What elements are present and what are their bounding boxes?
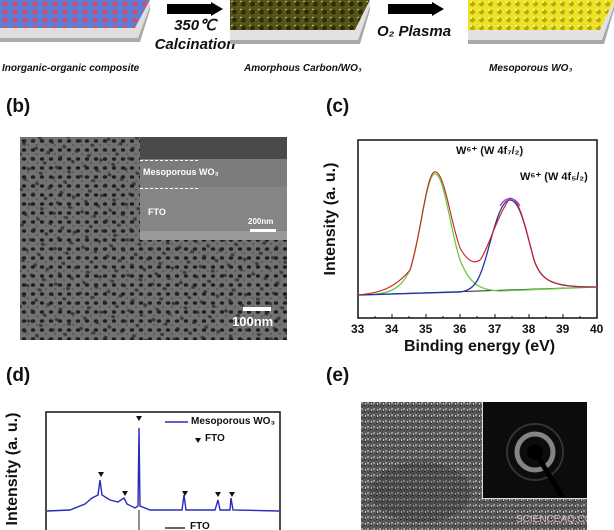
x-tick-labels: 33 34 35 36 37 38 39 40 [320,322,614,338]
o2-plasma-label: O₂ Plasma [376,23,452,40]
stage-caption-composite: Inorganic-organic composite [2,63,140,74]
legend-marker-label: FTO [205,433,225,444]
diffraction-pattern-inset [482,402,587,499]
panel-b-label: (b) [6,96,31,117]
panel-a: 350℃ Calcination O₂ Plasma [0,0,614,80]
panel-e-label: (e) [326,365,350,386]
peak-label-4f52: W⁶⁺ (W 4f₅/₂) [520,171,588,183]
xrd-chart: Mesoporous WO₃ FTO FTO Intensity (a. u.) [0,400,300,530]
process-text: Calcination [154,36,236,53]
inset-layer-label-fto: FTO [148,207,166,217]
calcination-label: 350℃ Calcination [145,16,245,54]
scale-bar [243,307,271,311]
temperature-text: 350℃ [174,17,216,34]
sem-image: Mesoporous WO₃ FTO 200nm 100nm [20,137,287,340]
mesoporous-wo3-film-image [468,0,614,44]
legend-ref-label: FTO [190,521,210,530]
cross-section-inset: Mesoporous WO₃ FTO 200nm [140,137,287,240]
x-axis-title: Binding energy (eV) [404,338,556,355]
stage-caption-mesoporous: Mesoporous WO₃ [489,63,573,74]
legend-series-label: Mesoporous WO₃ [191,416,276,427]
x-tick: 39 [556,322,570,336]
y-axis-title: Intensity (a. u.) [322,162,339,276]
scale-bar-label: 100nm [232,314,274,329]
x-tick: 36 [453,322,467,336]
stage-caption-amorphous: Amorphous Carbon/WO₃ [244,63,362,74]
y-axis-title: Intensity (a. u.) [4,412,21,526]
tem-image: SCIENCEAQ.COM [361,402,587,530]
arrow-icon [388,2,444,16]
xps-chart: W⁶⁺ (W 4f₇/₂) W⁶⁺ (W 4f₅/₂) 33 34 35 36 … [320,130,614,360]
watermark: SCIENCEAQ.COM [516,514,587,525]
x-tick: 40 [590,322,604,336]
panel-d-label: (d) [6,365,31,386]
x-tick: 33 [351,322,365,336]
inset-scale-bar-label: 200nm [248,217,274,226]
x-tick: 35 [419,322,433,336]
composite-film-image [0,0,150,42]
amorphous-carbon-film-image [230,0,370,44]
x-tick: 34 [385,322,399,336]
panel-c-label: (c) [326,96,350,117]
inset-layer-label-wo3: Mesoporous WO₃ [143,167,219,177]
x-tick: 38 [522,322,536,336]
arrow-icon [167,2,223,16]
peak-label-4f72: W⁶⁺ (W 4f₇/₂) [456,145,524,157]
inset-scale-bar [250,229,276,232]
x-tick: 37 [488,322,502,336]
